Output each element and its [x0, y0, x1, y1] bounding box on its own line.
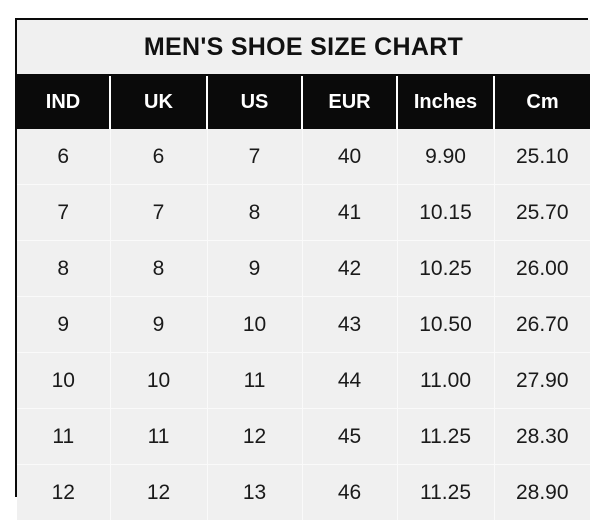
cell-us: 8: [207, 184, 303, 241]
table-row: 9 9 10 43 10.50 26.70: [17, 296, 591, 353]
cell-uk: 9: [110, 296, 208, 353]
cell-us: 9: [207, 240, 303, 297]
cell-ind: 9: [17, 296, 111, 353]
cell-cm: 28.90: [494, 464, 591, 520]
cell-us: 13: [207, 464, 303, 520]
cell-eur: 45: [302, 408, 398, 465]
cell-inches: 10.50: [397, 296, 495, 353]
cell-inches: 11.25: [397, 408, 495, 465]
table-row: 6 6 7 40 9.90 25.10: [17, 128, 591, 185]
cell-eur: 44: [302, 352, 398, 409]
cell-us: 10: [207, 296, 303, 353]
table-row: 11 11 12 45 11.25 28.30: [17, 408, 591, 465]
cell-cm: 26.00: [494, 240, 591, 297]
table-header-row: IND UK US EUR Inches Cm: [17, 75, 591, 129]
cell-ind: 7: [17, 184, 111, 241]
cell-cm: 26.70: [494, 296, 591, 353]
cell-eur: 43: [302, 296, 398, 353]
table-row: 8 8 9 42 10.25 26.00: [17, 240, 591, 297]
cell-cm: 25.70: [494, 184, 591, 241]
cell-uk: 11: [110, 408, 208, 465]
cell-ind: 6: [17, 128, 111, 185]
cell-inches: 11.25: [397, 464, 495, 520]
table-row: 7 7 8 41 10.15 25.70: [17, 184, 591, 241]
column-header-inches: Inches: [397, 75, 495, 129]
cell-uk: 12: [110, 464, 208, 520]
cell-ind: 10: [17, 352, 111, 409]
cell-inches: 10.25: [397, 240, 495, 297]
cell-us: 11: [207, 352, 303, 409]
cell-eur: 40: [302, 128, 398, 185]
chart-title-row: MEN'S SHOE SIZE CHART: [17, 20, 591, 76]
cell-eur: 42: [302, 240, 398, 297]
column-header-us: US: [207, 75, 303, 129]
cell-uk: 10: [110, 352, 208, 409]
size-chart-container: MEN'S SHOE SIZE CHART IND UK US EUR Inch…: [15, 18, 591, 520]
column-header-ind: IND: [17, 75, 111, 129]
cell-us: 7: [207, 128, 303, 185]
table-body: 6 6 7 40 9.90 25.10 7 7 8 41 10.15 25.70…: [17, 128, 591, 520]
cell-ind: 8: [17, 240, 111, 297]
cell-inches: 11.00: [397, 352, 495, 409]
cell-eur: 46: [302, 464, 398, 520]
cell-ind: 12: [17, 464, 111, 520]
page-title: MEN'S SHOE SIZE CHART: [17, 20, 591, 76]
cell-cm: 28.30: [494, 408, 591, 465]
cell-cm: 25.10: [494, 128, 591, 185]
cell-ind: 11: [17, 408, 111, 465]
table-row: 10 10 11 44 11.00 27.90: [17, 352, 591, 409]
column-header-uk: UK: [110, 75, 208, 129]
cell-uk: 6: [110, 128, 208, 185]
cell-inches: 10.15: [397, 184, 495, 241]
column-header-eur: EUR: [302, 75, 398, 129]
cell-uk: 7: [110, 184, 208, 241]
table-row: 12 12 13 46 11.25 28.90: [17, 464, 591, 520]
cell-eur: 41: [302, 184, 398, 241]
cell-cm: 27.90: [494, 352, 591, 409]
column-header-cm: Cm: [494, 75, 591, 129]
cell-us: 12: [207, 408, 303, 465]
cell-inches: 9.90: [397, 128, 495, 185]
mens-shoe-size-table: MEN'S SHOE SIZE CHART IND UK US EUR Inch…: [17, 20, 591, 520]
cell-uk: 8: [110, 240, 208, 297]
